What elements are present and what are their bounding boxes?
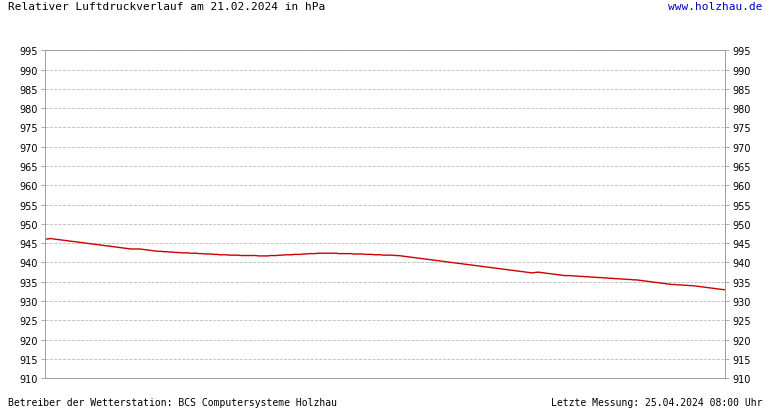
Text: Betreiber der Wetterstation: BCS Computersysteme Holzhau: Betreiber der Wetterstation: BCS Compute… bbox=[8, 397, 336, 407]
Text: Letzte Messung: 25.04.2024 08:00 Uhr: Letzte Messung: 25.04.2024 08:00 Uhr bbox=[551, 397, 762, 407]
Text: Relativer Luftdruckverlauf am 21.02.2024 in hPa: Relativer Luftdruckverlauf am 21.02.2024… bbox=[8, 2, 325, 12]
Text: www.holzhau.de: www.holzhau.de bbox=[668, 2, 762, 12]
